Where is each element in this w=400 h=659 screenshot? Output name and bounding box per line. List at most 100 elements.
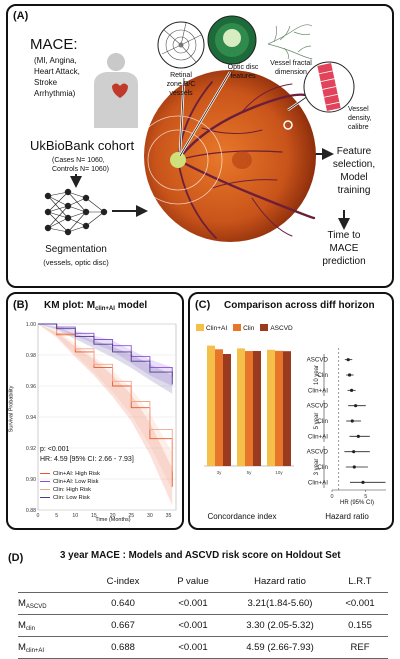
- forest-row-label: ASCVD: [307, 403, 329, 410]
- callout-retinal-2: zone B/C: [166, 81, 196, 88]
- km-y-tick-label: 0.96: [26, 384, 36, 390]
- km-legend: Clin+AI: High Risk Clin+AI: Low Risk Clin:…: [40, 470, 100, 502]
- km-legend-label: Clin: High Risk: [53, 487, 92, 493]
- bar-legend-swatch: [260, 324, 269, 331]
- km-legend-item: Clin: Low Risk: [40, 494, 100, 502]
- panel-c-label: (C): [195, 299, 211, 311]
- time-step-2: MACE: [329, 243, 359, 254]
- mace-title: MACE:: [30, 36, 78, 53]
- bar: [267, 349, 275, 466]
- forest-horizon-label: 5 year: [314, 413, 320, 430]
- forest-horizon-label: 3 year: [314, 459, 320, 476]
- km-legend-label: Clin+AI: High Risk: [53, 471, 100, 477]
- panel-d-label: (D): [8, 552, 24, 564]
- cell-hazard: 3.30 (2.05-5.32): [246, 620, 314, 631]
- cohort-cases: (Cases N= 1060,: [52, 157, 105, 164]
- mace-item-2: Heart Attack,: [34, 67, 80, 76]
- km-legend-swatch: [40, 472, 50, 475]
- bar: [207, 345, 215, 466]
- cell-lrt: 0.155: [348, 620, 372, 631]
- km-series-line: [38, 323, 173, 385]
- time-step-3: prediction: [322, 256, 366, 267]
- panel-d: (D) 3 year MACE : Models and ASCVD risk …: [0, 534, 400, 659]
- segmentation-label: Segmentation: [45, 244, 107, 255]
- km-legend-item: Clin: High Risk: [40, 486, 100, 494]
- table-header-row: C-index P value Hazard ratio L.R.T: [18, 570, 388, 593]
- bar: [223, 354, 231, 466]
- km-series-line: [38, 323, 173, 472]
- forest-point: [352, 450, 356, 454]
- bar: [245, 351, 253, 466]
- forest-horizon-label: 10 year: [314, 365, 320, 385]
- retinal-zone-callout-icon: [157, 21, 205, 69]
- header-cindex: C-index: [106, 575, 140, 587]
- header-lrt: L.R.T: [348, 575, 372, 587]
- bar-category-label: 5y: [247, 470, 253, 475]
- hr-axis-label: HR (95% CI): [339, 500, 374, 506]
- km-x-tick-label: 10: [72, 513, 78, 519]
- km-x-tick-label: 15: [91, 513, 97, 519]
- mace-item-4: Arrhythmia): [34, 89, 76, 98]
- cell-model: Mclin+AI: [18, 641, 45, 654]
- km-p-value: p: <0.001: [40, 446, 70, 453]
- forest-point: [347, 373, 352, 377]
- km-x-tick-label: 35: [166, 513, 172, 519]
- forest-point: [352, 465, 356, 469]
- time-step-1: Time to: [327, 230, 361, 241]
- panel-a: (A) MACE: (MI, Angina, Heart Attack, Str…: [6, 4, 394, 288]
- table-row: Mclin+AI 0.688 <0.001 4.59 (2.66-7.93) R…: [18, 636, 388, 659]
- cell-pvalue: <0.001: [178, 620, 208, 631]
- km-ylabel: Survival Probability: [8, 385, 15, 433]
- km-x-tick-label: 30: [147, 513, 153, 519]
- forest-point: [350, 419, 354, 423]
- mace-item-3: Stroke: [34, 78, 58, 87]
- km-legend-swatch: [40, 496, 50, 499]
- bar-legend-swatch: [196, 324, 204, 331]
- cohort-title: UkBioBank cohort: [30, 138, 135, 153]
- km-x-tick-label: 25: [128, 513, 134, 519]
- cell-hazard: 4.59 (2.66-7.93): [246, 642, 314, 653]
- segmentation-sublabel: (vessels, optic disc): [43, 258, 109, 267]
- bar-legend-item: Clin: [233, 324, 255, 332]
- km-plot: 0.88 0.90 0.92 0.94 0.96 0.98 1.00 0 5 10 15 20 25 30…: [26, 322, 177, 519]
- forest-point: [361, 480, 365, 484]
- forest-point: [356, 434, 360, 438]
- hazard-label: Hazard ratio: [325, 512, 369, 521]
- bar: [215, 349, 223, 466]
- km-y-tick-label: 0.98: [26, 353, 36, 359]
- km-legend-label: Clin: Low Risk: [53, 495, 90, 501]
- feature-step-4: training: [337, 185, 371, 196]
- callout-lines: [178, 71, 309, 157]
- km-legend-item: Clin+AI: Low Risk: [40, 478, 100, 486]
- bar-legend: Clin+AI Clin ASCVD: [196, 324, 299, 332]
- header-model: [18, 570, 88, 593]
- cell-pvalue: <0.001: [178, 642, 208, 653]
- bar: [253, 351, 261, 466]
- km-x-tick-label: 20: [110, 513, 116, 519]
- forest-row-label: Clin: [317, 372, 328, 379]
- km-legend-swatch: [40, 488, 50, 491]
- cell-hazard: 3.21(1.84-5.60): [247, 598, 313, 609]
- cell-lrt: <0.001: [345, 598, 375, 609]
- km-legend-swatch: [40, 480, 50, 483]
- bar-legend-label: ASCVD: [270, 325, 293, 332]
- cell-cindex: 0.640: [111, 598, 135, 609]
- bar-legend-label: Clin: [243, 325, 255, 332]
- km-legend-item: Clin+AI: High Risk: [40, 470, 100, 478]
- table-row: MASCVD 0.640 <0.001 3.21(1.84-5.60) <0.0…: [18, 592, 388, 615]
- vessel-fractal-icon: [267, 24, 313, 60]
- callout-density-2: density,: [348, 115, 372, 122]
- km-y-tick-label: 0.92: [26, 446, 36, 452]
- km-title: KM plot: Mclin+AI model: [44, 300, 148, 312]
- bar: [275, 350, 283, 466]
- optic-disc-callout-icon: [207, 15, 257, 65]
- cell-cindex: 0.688: [111, 642, 135, 653]
- km-y-tick-label: 0.94: [26, 415, 36, 421]
- panel-b: (B) KM plot: Mclin+AI model 0.88 0.90 0.92…: [6, 292, 184, 530]
- km-x-tick-label: 5: [55, 513, 58, 519]
- forest-point: [354, 404, 358, 408]
- cohort-controls: Controls N= 1060): [52, 166, 110, 173]
- feature-step-2: selection,: [332, 159, 376, 170]
- retina-fundus-image: [142, 70, 316, 242]
